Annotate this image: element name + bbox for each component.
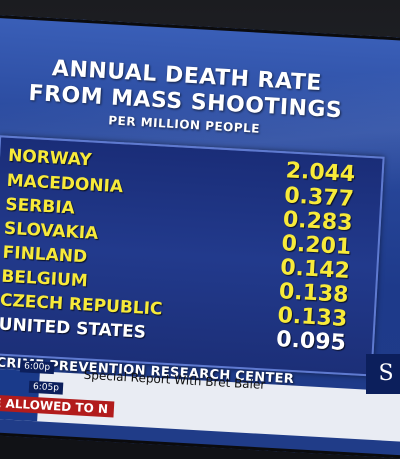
rates-panel: NORWAY 2.044 MACEDONIA 0.377 SERBIA 0.28…	[0, 135, 385, 377]
country-name: BELGIUM	[0, 266, 89, 292]
channel-logo: S	[366, 354, 400, 394]
country-name: SERBIA	[4, 194, 76, 219]
country-name: SLOVAKIA	[3, 218, 99, 244]
country-name: FINLAND	[2, 242, 88, 268]
rate-value: 2.044	[285, 158, 356, 188]
country-name: NORWAY	[7, 145, 93, 171]
rate-value: 0.095	[275, 327, 347, 356]
schedule-time-1: 6:00p	[19, 360, 55, 375]
schedule-time-2: 6:05p	[28, 380, 64, 395]
